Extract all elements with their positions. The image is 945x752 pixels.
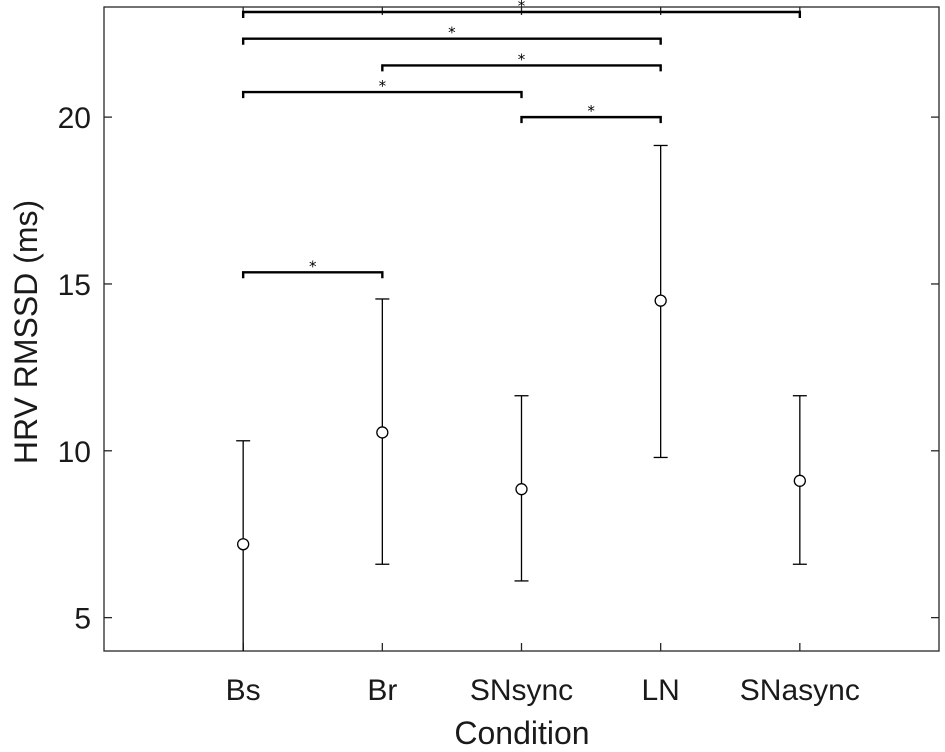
significance-star: * bbox=[309, 257, 317, 275]
mean-marker bbox=[376, 426, 389, 439]
y-tick-label: 20 bbox=[58, 102, 91, 135]
significance-star: * bbox=[379, 77, 387, 95]
significance-bracket: * bbox=[520, 102, 662, 124]
y-axis: 5 10 15 20 bbox=[58, 102, 939, 636]
mean-marker bbox=[793, 474, 806, 487]
bracket-line bbox=[241, 10, 802, 19]
significance-bracket: * bbox=[241, 24, 662, 45]
x-tick-label: Bs bbox=[226, 674, 261, 707]
mean-marker bbox=[237, 538, 250, 551]
bracket-line bbox=[381, 64, 662, 72]
x-axis-title: Condition bbox=[454, 715, 589, 751]
y-tick-label: 15 bbox=[58, 269, 91, 302]
x-tick-label: LN bbox=[641, 674, 679, 707]
x-axis: Bs Br SNsync LN SNasync bbox=[226, 7, 860, 707]
x-tick-label: Br bbox=[367, 674, 397, 707]
bracket-line bbox=[241, 271, 384, 279]
bracket-line bbox=[520, 115, 662, 124]
error-bars bbox=[236, 144, 807, 651]
significance-star: * bbox=[448, 24, 456, 42]
significance-bracket: * bbox=[241, 0, 802, 19]
y-tick-label: 10 bbox=[58, 436, 91, 469]
x-tick-label: SNasync bbox=[740, 674, 860, 707]
significance-brackets: * * * * * * bbox=[241, 0, 802, 279]
significance-star: * bbox=[518, 0, 526, 15]
y-axis-title: HRV RMSSD (ms) bbox=[8, 200, 44, 464]
bracket-line bbox=[241, 90, 523, 99]
significance-bracket: * bbox=[241, 77, 523, 99]
significance-bracket: * bbox=[381, 50, 662, 72]
y-tick-label: 5 bbox=[74, 603, 91, 636]
x-tick-label: SNsync bbox=[470, 674, 573, 707]
significance-star: * bbox=[518, 50, 526, 68]
mean-marker bbox=[654, 294, 667, 307]
significance-bracket: * bbox=[241, 257, 384, 279]
mean-marker bbox=[515, 483, 528, 496]
bracket-line bbox=[241, 37, 662, 45]
significance-star: * bbox=[587, 102, 595, 120]
